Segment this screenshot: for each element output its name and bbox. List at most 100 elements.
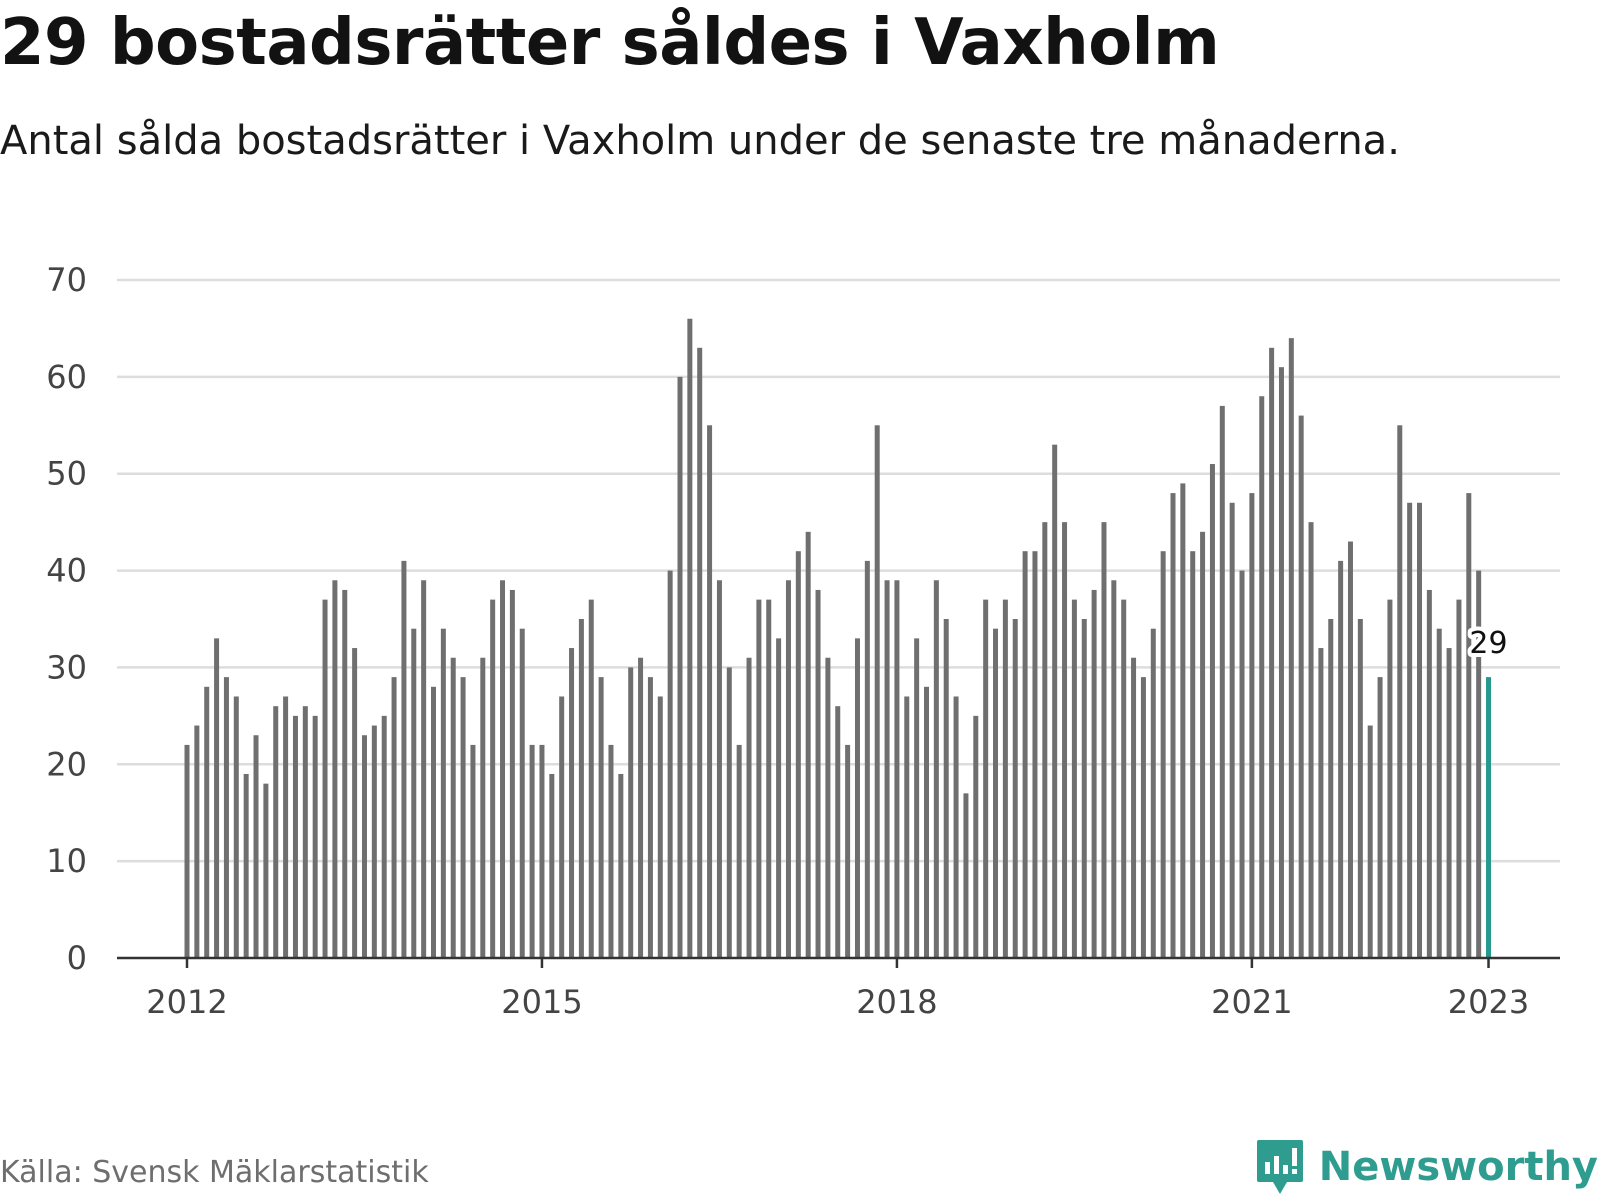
bar (924, 686, 929, 958)
bar (1042, 522, 1048, 958)
bar (1239, 570, 1245, 958)
bar (943, 619, 949, 958)
bar (1091, 589, 1097, 958)
bar (805, 531, 811, 958)
bar (578, 619, 584, 958)
bar (342, 589, 348, 958)
bar (1407, 502, 1413, 958)
bar (776, 638, 782, 958)
bar (302, 706, 308, 958)
bar (835, 706, 841, 958)
y-tick-label: 60 (46, 358, 87, 396)
bar (1278, 367, 1284, 959)
bar (322, 599, 328, 958)
bar (1328, 619, 1334, 958)
bar (273, 706, 279, 958)
bar (1002, 599, 1008, 958)
bar (1140, 677, 1146, 958)
bar (1111, 580, 1117, 958)
bar (1131, 657, 1137, 958)
bar (825, 657, 831, 958)
x-tick-label: 2018 (856, 983, 937, 1021)
bar (1062, 522, 1068, 958)
bar (1052, 444, 1058, 958)
bar (1071, 599, 1077, 958)
bar (657, 696, 663, 958)
chart-subtitle: Antal sålda bostadsrätter i Vaxholm unde… (0, 118, 1400, 164)
bar (1229, 502, 1235, 958)
bar (1367, 725, 1373, 958)
bar (1032, 551, 1038, 958)
bar (1180, 483, 1186, 958)
bar (638, 657, 644, 958)
bar (1190, 551, 1196, 958)
y-tick-label: 20 (46, 745, 87, 783)
bar (1022, 551, 1028, 958)
bar-highlight (1486, 677, 1492, 958)
bar (1417, 502, 1422, 958)
bar (1259, 396, 1265, 958)
bar (539, 744, 545, 958)
x-tick-label: 2023 (1448, 983, 1529, 1021)
bar (263, 783, 269, 958)
bar (440, 628, 446, 958)
bar (480, 657, 486, 958)
bar (874, 425, 880, 958)
brand-name: Newsworthy (1318, 1144, 1598, 1190)
bar (647, 677, 653, 958)
bar (401, 560, 407, 958)
bar (953, 696, 959, 958)
bar (1200, 531, 1206, 958)
bar (726, 667, 732, 958)
bar (677, 376, 683, 958)
bar (223, 677, 229, 958)
bar (598, 677, 604, 958)
bar (559, 696, 565, 958)
bar (1338, 560, 1344, 958)
bar (608, 744, 614, 958)
bar (391, 677, 397, 958)
bar (894, 580, 900, 958)
bar (687, 318, 693, 958)
y-tick-label: 10 (46, 842, 87, 880)
x-tick-label: 2021 (1211, 983, 1292, 1021)
bar (973, 715, 979, 958)
chart-title: 29 bostadsrätter såldes i Vaxholm (0, 6, 1220, 80)
bar (1426, 589, 1432, 958)
bar (1012, 619, 1018, 958)
bar (1288, 338, 1294, 959)
bar (1298, 415, 1304, 959)
bar (1347, 541, 1353, 958)
grid-lines (117, 278, 1560, 863)
bar (253, 735, 259, 958)
bar (233, 696, 239, 958)
y-tick-label: 0 (67, 939, 87, 977)
y-tick-label: 40 (46, 552, 87, 590)
bar (450, 657, 456, 958)
bar (884, 580, 890, 958)
bar (1466, 493, 1472, 958)
bar (983, 599, 989, 958)
bar (1476, 570, 1482, 958)
bar (184, 744, 190, 958)
bar (933, 580, 939, 958)
bar (490, 599, 496, 958)
bar (549, 773, 555, 958)
bar (716, 580, 722, 958)
bar (795, 551, 801, 958)
bar (1387, 599, 1393, 958)
bar (1081, 619, 1087, 958)
bar (854, 638, 860, 958)
bar (292, 715, 298, 958)
bar (421, 580, 427, 958)
bar (1308, 522, 1314, 958)
bar (312, 715, 318, 958)
bar (766, 599, 772, 958)
bar (588, 599, 594, 958)
bar (1101, 522, 1107, 958)
bar (1446, 648, 1452, 958)
brand[interactable]: Newsworthy (1255, 1138, 1598, 1196)
bar (845, 744, 851, 958)
